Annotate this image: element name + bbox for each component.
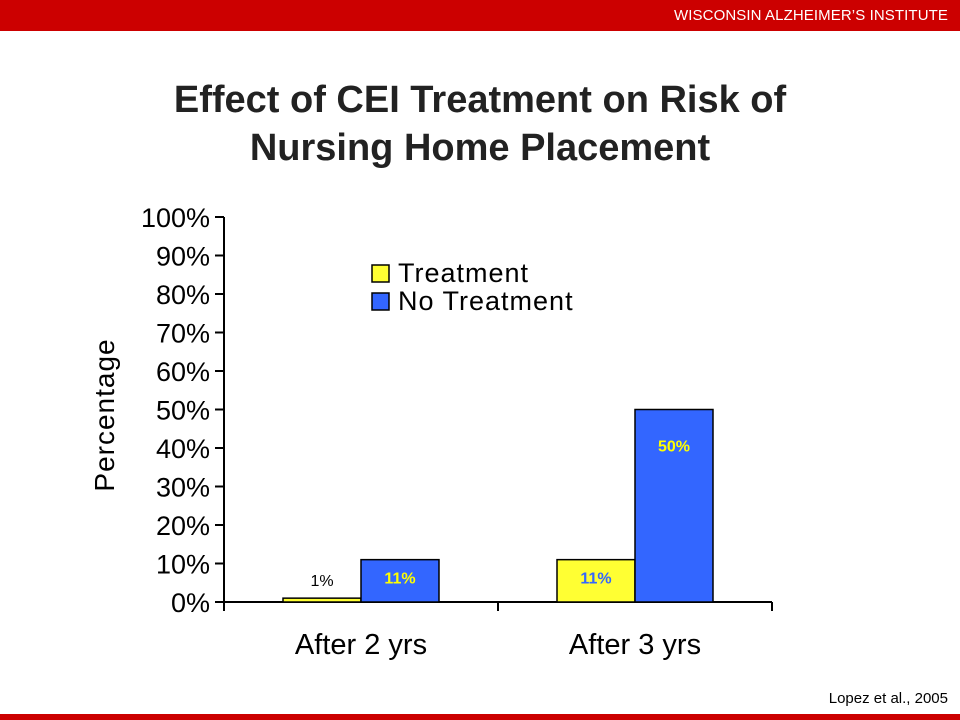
y-tick-label: 60%	[156, 357, 210, 387]
bottom-banner	[0, 714, 960, 720]
legend-label: Treatment	[398, 258, 529, 288]
top-banner: WISCONSIN ALZHEIMER’S INSTITUTE	[0, 0, 960, 31]
legend-swatch	[371, 264, 390, 283]
bar	[360, 558, 440, 603]
slide-title: Effect of CEI Treatment on Risk of Nursi…	[0, 76, 960, 172]
citation: Lopez et al., 2005	[828, 690, 948, 707]
y-tick-label: 100%	[141, 203, 210, 233]
bar-value-label: 11%	[384, 571, 415, 588]
legend-label: No Treatment	[398, 286, 574, 316]
y-tick-label: 80%	[156, 280, 210, 310]
y-tick-label: 10%	[156, 550, 210, 580]
bar	[282, 597, 362, 603]
bar-value-label: 50%	[658, 439, 690, 456]
y-tick-label: 50%	[156, 396, 210, 426]
bar-value-label: 11%	[580, 571, 611, 588]
y-axis: 0% 10% 20% 30% 40% 50% 60% 70% 80% 90% 100%	[141, 203, 225, 618]
x-axis: After 2 yrs After 3 yrs	[223, 601, 773, 661]
slide-title-line-2: Nursing Home Placement	[249, 127, 711, 169]
x-tick-label: After 2 yrs	[295, 629, 427, 661]
y-axis-label: Percentage	[89, 338, 120, 491]
slide-title-line-1: Effect of CEI Treatment on Risk of	[173, 79, 787, 121]
y-tick-label: 70%	[156, 319, 210, 349]
legend-swatch	[371, 292, 390, 311]
bar-value-label: 1%	[310, 573, 333, 590]
x-tick-label: After 3 yrs	[569, 629, 701, 661]
bar	[634, 408, 714, 603]
y-tick-label: 20%	[156, 511, 210, 541]
y-tick-label: 90%	[156, 242, 210, 272]
y-tick-label: 30%	[156, 473, 210, 503]
institute-name: WISCONSIN ALZHEIMER’S INSTITUTE	[674, 7, 948, 24]
y-tick-label: 0%	[171, 588, 210, 618]
y-tick-label: 40%	[156, 434, 210, 464]
bars: 1% 11% 11% 50%	[282, 408, 714, 603]
